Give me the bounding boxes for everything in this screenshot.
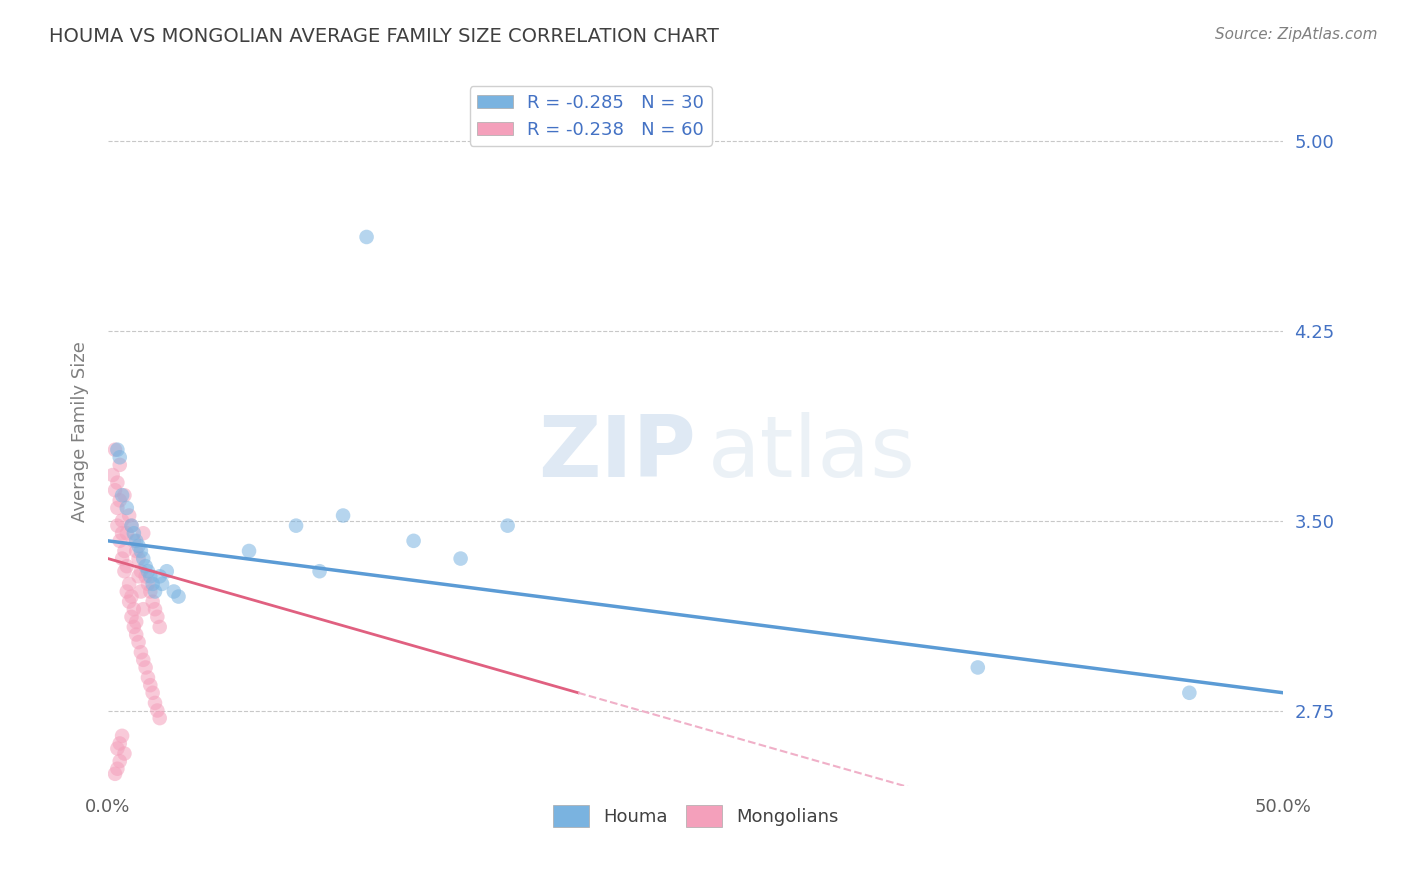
Point	[129, 645, 152, 659]
Point	[105, 475, 128, 490]
Point	[135, 559, 157, 574]
Point	[129, 584, 152, 599]
Point	[966, 660, 988, 674]
Point	[128, 551, 150, 566]
Point	[1178, 686, 1201, 700]
Point	[108, 533, 131, 548]
Point	[108, 493, 131, 508]
Point	[121, 518, 143, 533]
Point	[114, 564, 136, 578]
Point	[238, 544, 260, 558]
Point	[111, 551, 134, 566]
Point	[128, 539, 150, 553]
Text: atlas: atlas	[707, 412, 915, 495]
Point	[122, 620, 145, 634]
Point	[135, 569, 157, 583]
Point	[105, 518, 128, 533]
Point	[156, 564, 179, 578]
Y-axis label: Average Family Size: Average Family Size	[72, 342, 89, 523]
Point	[104, 767, 127, 781]
Point	[149, 711, 172, 725]
Point	[111, 526, 134, 541]
Point	[125, 627, 148, 641]
Point	[139, 569, 162, 583]
Point	[356, 230, 378, 244]
Point	[132, 526, 155, 541]
Point	[136, 671, 159, 685]
Point	[149, 620, 172, 634]
Point	[332, 508, 354, 523]
Text: Source: ZipAtlas.com: Source: ZipAtlas.com	[1215, 27, 1378, 42]
Point	[111, 488, 134, 502]
Point	[125, 615, 148, 629]
Point	[104, 442, 127, 457]
Point	[146, 704, 169, 718]
Point	[121, 590, 143, 604]
Point	[450, 551, 472, 566]
Point	[167, 590, 190, 604]
Point	[142, 577, 165, 591]
Point	[146, 609, 169, 624]
Point	[105, 442, 128, 457]
Point	[136, 577, 159, 591]
Point	[143, 602, 166, 616]
Point	[115, 526, 138, 541]
Point	[143, 696, 166, 710]
Point	[132, 653, 155, 667]
Point	[129, 564, 152, 578]
Point	[149, 569, 172, 583]
Point	[150, 577, 173, 591]
Text: HOUMA VS MONGOLIAN AVERAGE FAMILY SIZE CORRELATION CHART: HOUMA VS MONGOLIAN AVERAGE FAMILY SIZE C…	[49, 27, 718, 45]
Point	[115, 559, 138, 574]
Point	[163, 584, 186, 599]
Point	[125, 533, 148, 548]
Point	[142, 594, 165, 608]
Point	[108, 458, 131, 472]
Point	[108, 736, 131, 750]
Point	[121, 609, 143, 624]
Point	[118, 594, 141, 608]
Point	[128, 635, 150, 649]
Point	[136, 564, 159, 578]
Point	[496, 518, 519, 533]
Point	[114, 747, 136, 761]
Point	[143, 584, 166, 599]
Point	[122, 602, 145, 616]
Point	[285, 518, 308, 533]
Point	[108, 450, 131, 465]
Point	[139, 584, 162, 599]
Point	[115, 584, 138, 599]
Point	[132, 551, 155, 566]
Point	[128, 569, 150, 583]
Point	[135, 660, 157, 674]
Point	[121, 518, 143, 533]
Point	[114, 488, 136, 502]
Point	[402, 533, 425, 548]
Legend: Houma, Mongolians: Houma, Mongolians	[546, 797, 846, 834]
Point	[104, 483, 127, 498]
Point	[118, 577, 141, 591]
Point	[118, 508, 141, 523]
Point	[114, 544, 136, 558]
Point	[108, 754, 131, 768]
Point	[105, 762, 128, 776]
Point	[115, 500, 138, 515]
Point	[125, 544, 148, 558]
Point	[111, 729, 134, 743]
Text: ZIP: ZIP	[538, 412, 696, 495]
Point	[101, 468, 124, 483]
Point	[111, 514, 134, 528]
Point	[105, 500, 128, 515]
Point	[105, 741, 128, 756]
Point	[142, 686, 165, 700]
Point	[122, 533, 145, 548]
Point	[132, 602, 155, 616]
Point	[129, 544, 152, 558]
Point	[308, 564, 330, 578]
Point	[139, 678, 162, 692]
Point	[122, 526, 145, 541]
